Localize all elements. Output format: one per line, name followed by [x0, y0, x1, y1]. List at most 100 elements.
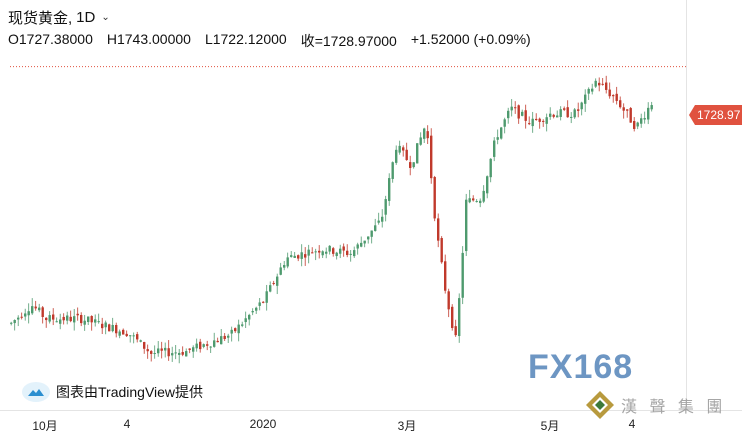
candle-body [90, 316, 93, 323]
candle-body [80, 314, 83, 324]
candle-body [188, 348, 191, 350]
candle-body [27, 311, 30, 316]
candle-body [500, 127, 503, 139]
candle-body [108, 324, 111, 332]
candle-body [356, 244, 359, 249]
candle-body [486, 176, 489, 194]
candle-body [286, 257, 289, 267]
candle-body [293, 255, 296, 258]
candle-body [465, 199, 468, 252]
candle-body [619, 100, 622, 108]
candle-body [402, 147, 405, 151]
candle-body [251, 311, 254, 313]
x-tick-label: 4 [628, 417, 636, 431]
candle-body [192, 347, 195, 352]
candle-body [290, 255, 293, 257]
candle-body [566, 107, 569, 118]
x-tick-label: 5月 [540, 419, 560, 433]
candle-body [94, 319, 97, 323]
candle-body [612, 95, 615, 97]
symbol-row[interactable]: 现货黄金, 1D ⌄ [8, 6, 531, 28]
candle-body [209, 346, 212, 348]
candle-body [591, 88, 594, 92]
candle-body [178, 352, 181, 355]
candle-body [521, 111, 524, 116]
candle-body [325, 251, 328, 254]
candle-body [556, 115, 559, 118]
candle-body [447, 291, 450, 310]
candle-body [514, 107, 517, 109]
chevron-down-icon[interactable]: ⌄ [101, 11, 110, 23]
candle-body [153, 353, 156, 355]
candle-body [437, 218, 440, 241]
candle-body [87, 316, 90, 323]
candle-body [423, 128, 426, 139]
candle-body [524, 110, 527, 121]
hansheng-watermark: 漢 聲 集 團 [585, 390, 726, 420]
candle-body [377, 220, 380, 223]
candle-body [213, 340, 216, 347]
candle-body [167, 348, 170, 357]
candle-body [52, 314, 55, 320]
price-axis[interactable] [686, 0, 687, 410]
candle-body [430, 135, 433, 179]
candle-body [181, 352, 184, 355]
candle-body [608, 89, 611, 97]
candle-body [626, 109, 629, 111]
candle-body [643, 118, 646, 120]
candle-body [451, 306, 454, 328]
candle-body [339, 248, 342, 254]
candle-body [150, 351, 153, 354]
candle-body [101, 323, 104, 329]
candle-body [395, 149, 398, 163]
candle-body [517, 105, 520, 119]
interval-label[interactable]: 1D [76, 8, 96, 26]
candle-body [353, 250, 356, 257]
candle-body [297, 255, 300, 259]
candle-body [594, 80, 597, 87]
candle-body [542, 120, 545, 122]
candle-body [493, 140, 496, 157]
candle-body [139, 340, 142, 342]
candle-body [311, 252, 314, 254]
candle-body [584, 94, 587, 104]
candle-body [66, 315, 69, 321]
candle-body [300, 252, 303, 259]
candle-body [482, 190, 485, 202]
candle-body [510, 106, 513, 111]
candle-body [241, 324, 244, 326]
candle-body [531, 118, 534, 127]
candle-body [185, 351, 188, 357]
candle-body [412, 162, 415, 168]
candle-body [24, 313, 27, 317]
candle-body [549, 113, 552, 117]
x-tick-label: 4 [123, 417, 131, 431]
candle-body [538, 118, 541, 122]
candle-body [195, 343, 198, 349]
ohlc-values: O1727.38000 H1743.00000 L1722.12000 收=17… [8, 31, 531, 51]
candle-body [248, 314, 251, 320]
candle-body [129, 335, 132, 337]
candles-group [10, 75, 653, 364]
candle-body [59, 319, 62, 324]
candle-body [398, 145, 401, 153]
low-value: L1722.12000 [204, 31, 287, 47]
candle-body [321, 251, 324, 256]
tradingview-credit[interactable]: 图表由TradingView提供 [22, 382, 203, 402]
candle-body [580, 102, 583, 110]
x-tick-label: 2020 [249, 417, 277, 431]
candle-body [69, 316, 72, 322]
candle-body [73, 316, 76, 323]
candle-body [199, 341, 202, 350]
symbol-name[interactable]: 现货黄金, [8, 9, 73, 27]
candle-body [332, 248, 335, 254]
candle-body [454, 326, 457, 336]
candle-body [272, 282, 275, 284]
candle-body [220, 336, 223, 345]
candle-body [76, 313, 79, 316]
candle-body [444, 261, 447, 291]
time-axis[interactable] [0, 410, 742, 411]
candle-body [143, 342, 146, 349]
candle-body [503, 119, 506, 127]
